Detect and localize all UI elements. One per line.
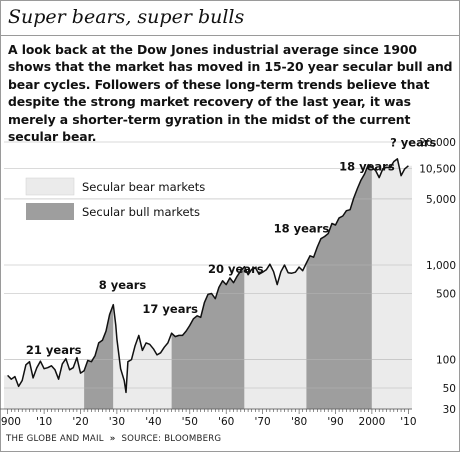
bear-market-region [113, 304, 172, 409]
x-tick-label: '50 [182, 416, 198, 428]
x-tick-label: '10 [36, 416, 52, 428]
y-tick-label: 10,500 [419, 164, 456, 176]
period-annotation: 8 years [99, 278, 147, 292]
bull-market-region [84, 304, 114, 409]
title-divider [0, 35, 460, 36]
period-annotation: 20 years [208, 262, 264, 276]
x-tick-label: '90 [327, 416, 343, 428]
y-tick-label: 100 [436, 355, 456, 367]
x-tick-label: '70 [254, 416, 270, 428]
period-annotation: 21 years [26, 343, 82, 357]
chart-title: Super bears, super bulls [8, 6, 245, 28]
y-tick-label: 50 [443, 383, 456, 395]
period-annotation: 18 years [339, 160, 395, 174]
y-tick-label: 500 [436, 289, 456, 301]
x-tick-label: '20 [72, 416, 88, 428]
x-tick-label: '60 [218, 416, 234, 428]
y-tick-label: 5,000 [426, 194, 456, 206]
bear-market-region [244, 263, 307, 409]
legend-swatch-bear [25, 177, 75, 196]
x-tick-label: '30 [109, 416, 125, 428]
x-tick-label: '80 [291, 416, 307, 428]
x-tick-label: '40 [145, 416, 161, 428]
chart-description: A look back at the Dow Jones industrial … [8, 42, 453, 145]
footer-source: SOURCE: BLOOMBERG [121, 434, 222, 444]
period-annotation: 17 years [142, 302, 198, 316]
legend-label-bear: Secular bear markets [82, 180, 205, 194]
bear-market-region [4, 357, 85, 409]
bear-market-region [371, 158, 412, 409]
footer-separator: » [109, 434, 116, 444]
dow-jones-series-line [7, 158, 409, 394]
y-tick-label: 1,000 [426, 260, 456, 272]
legend-swatch-bull [26, 203, 74, 220]
y-tick-label: 30 [443, 404, 456, 416]
y-tick-label: 20,000 [419, 137, 456, 149]
footer-source-org: THE GLOBE AND MAIL [6, 434, 104, 444]
x-tick-label: '10 [400, 416, 416, 428]
bull-market-region [306, 164, 372, 409]
bull-market-region [171, 266, 245, 409]
x-tick-label: 1900 [0, 416, 21, 428]
footer: THE GLOBE AND MAIL » SOURCE: BLOOMBERG [6, 434, 221, 444]
period-annotation: 18 years [274, 222, 330, 236]
legend-label-bull: Secular bull markets [82, 205, 200, 219]
period-annotation: ? years [390, 135, 436, 149]
x-tick-label: 2000 [359, 416, 386, 428]
